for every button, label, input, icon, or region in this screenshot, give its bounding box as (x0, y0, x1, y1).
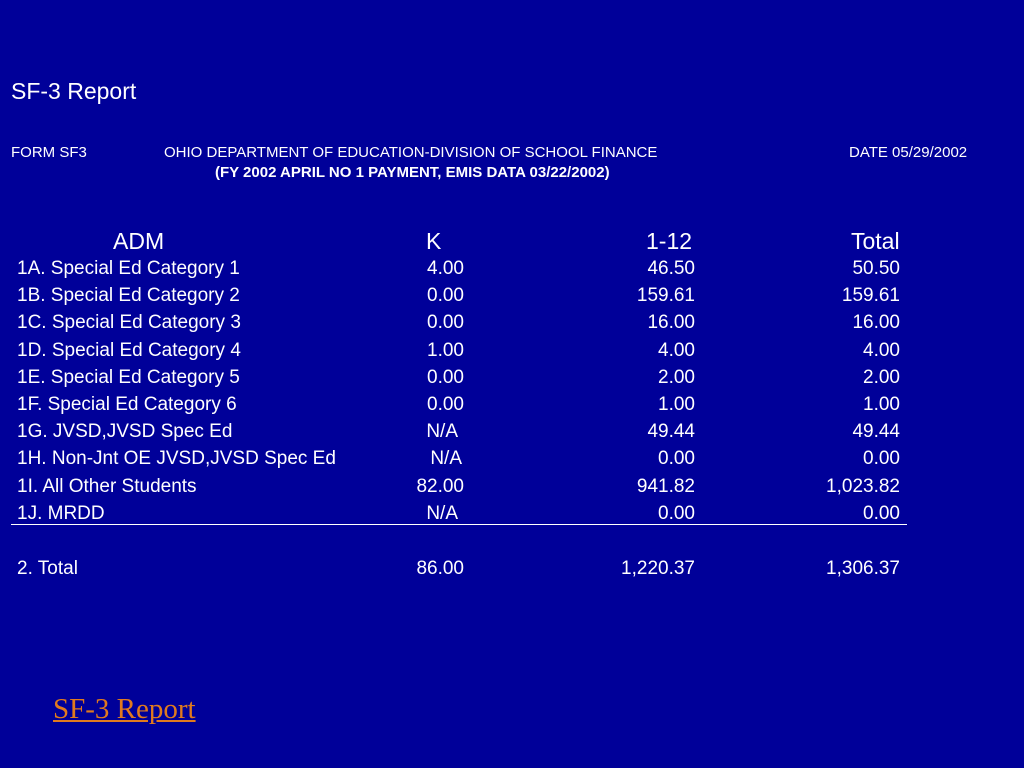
table-row-1-12: 941.82 (636, 475, 695, 497)
table-row-label: 1H. Non-Jnt OE JVSD,JVSD Spec Ed (17, 448, 336, 470)
table-row-k: N/A (426, 421, 458, 443)
table-row-1-12: 16.00 (647, 312, 695, 334)
page-title: SF-3 Report (11, 78, 137, 104)
table-row-total: 1,023.82 (826, 475, 900, 497)
table-row-label: 1J. MRDD (17, 502, 105, 524)
table-row-label: 1B. Special Ed Category 2 (17, 285, 240, 307)
table-row-k: 82.00 (416, 475, 464, 497)
table-row-k: 4.00 (427, 258, 464, 279)
total-row-1-12: 1,220.37 (621, 558, 695, 579)
sf3-report-link[interactable]: SF-3 Report (53, 693, 196, 725)
table-row-1-12: 2.00 (658, 366, 695, 388)
table-row-1-12: 49.44 (647, 421, 695, 443)
table-row-total: 2.00 (863, 366, 900, 388)
table-row-total: 0.00 (863, 448, 900, 470)
table-row-label: 1G. JVSD,JVSD Spec Ed (17, 421, 233, 443)
table-row-1-12: 159.61 (636, 285, 695, 307)
table-row-label: 1I. All Other Students (17, 475, 197, 497)
table-row-k: 0.00 (427, 312, 464, 334)
table-row-total: 50.50 (852, 258, 900, 279)
table-row-total: 49.44 (852, 421, 900, 443)
table-divider (11, 524, 907, 525)
table-row-label: 1A. Special Ed Category 1 (17, 258, 240, 279)
column-header-total: Total (851, 228, 900, 254)
table-row-k: N/A (426, 502, 458, 524)
total-row-k: 86.00 (416, 558, 464, 579)
column-header-1-12: 1-12 (646, 228, 693, 254)
form-code: FORM SF3 (11, 144, 87, 161)
table-row-k: 0.00 (427, 366, 464, 388)
department-name: OHIO DEPARTMENT OF EDUCATION-DIVISION OF… (164, 144, 658, 161)
table-row-total: 16.00 (852, 312, 900, 334)
report-date: DATE 05/29/2002 (849, 144, 968, 161)
table-row-1-12: 4.00 (658, 339, 695, 361)
table-row-k: N/A (430, 448, 462, 470)
table-row-1-12: 0.00 (658, 502, 695, 524)
table-row-k: 0.00 (427, 394, 464, 415)
total-row-label: 2. Total (17, 558, 78, 579)
table-row-total: 4.00 (863, 339, 900, 361)
table-row-total: 1.00 (863, 394, 900, 415)
table-row-1-12: 0.00 (658, 448, 695, 470)
table-row-1-12: 1.00 (658, 394, 695, 415)
table-row-label: 1E. Special Ed Category 5 (17, 366, 240, 388)
table-row-k: 1.00 (427, 339, 464, 361)
table-row-label: 1C. Special Ed Category 3 (17, 312, 241, 334)
table-row-total: 0.00 (863, 502, 900, 524)
table-row-label: 1D. Special Ed Category 4 (17, 339, 241, 361)
total-row-total: 1,306.37 (826, 558, 900, 579)
column-header-k: K (426, 228, 442, 254)
table-row-label: 1F. Special Ed Category 6 (17, 394, 237, 415)
table-row-total: 159.61 (841, 285, 900, 307)
report-subtitle: (FY 2002 APRIL NO 1 PAYMENT, EMIS DATA 0… (215, 164, 610, 181)
table-row-k: 0.00 (427, 285, 464, 307)
column-header-adm: ADM (113, 228, 165, 254)
table-row-1-12: 46.50 (647, 258, 695, 279)
